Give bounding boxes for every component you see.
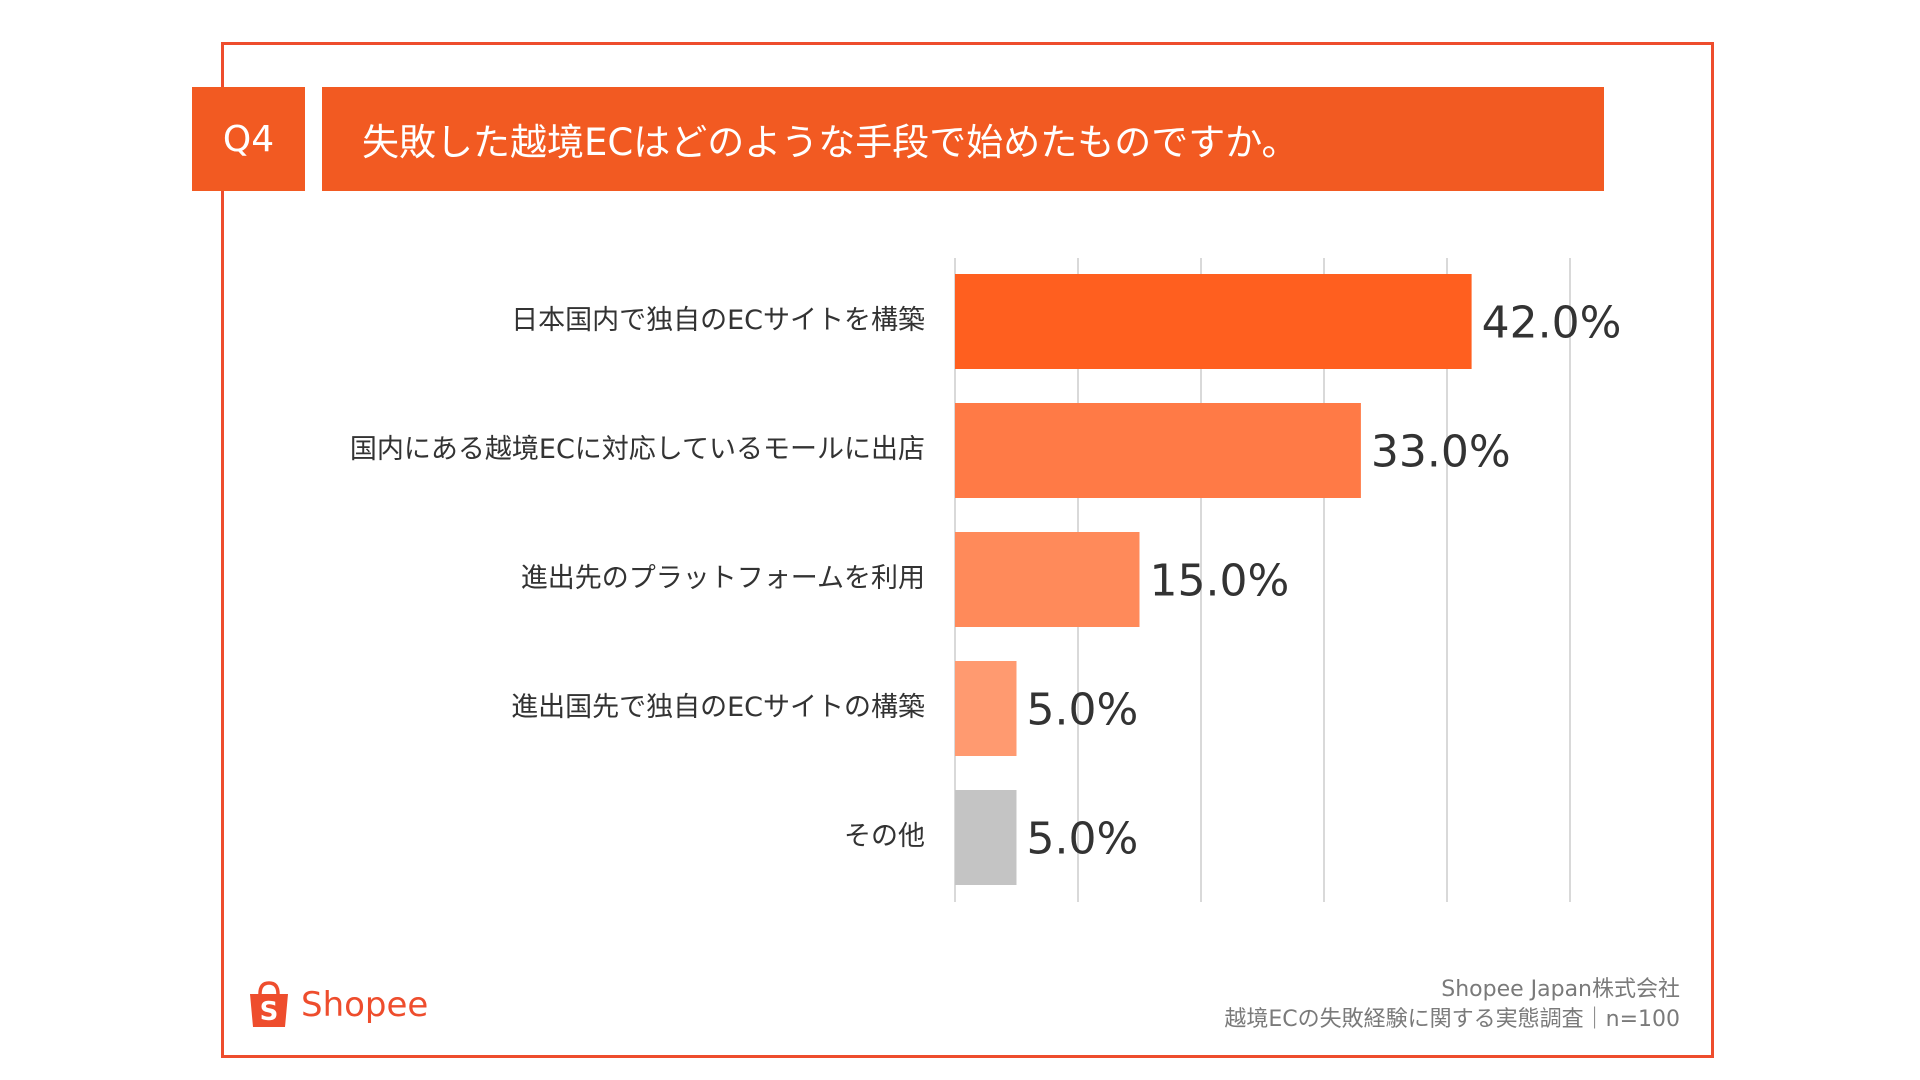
bar-1: [955, 403, 1361, 498]
question-title-bar: 失敗した越境ECはどのような手段で始めたものですか。: [322, 87, 1604, 191]
shopee-logo: S Shopee: [247, 980, 428, 1030]
question-number-badge: Q4: [192, 87, 305, 191]
bar-3: [955, 661, 1017, 756]
question-title: 失敗した越境ECはどのような手段で始めたものですか。: [362, 121, 1299, 164]
source-note: Shopee Japan株式会社 越境ECの失敗経験に関する実態調査｜n=100: [1224, 975, 1680, 1035]
value-label-3: 5.0%: [1027, 685, 1139, 736]
bar-2: [955, 532, 1140, 627]
category-label-4: その他: [844, 821, 925, 852]
bar-4: [955, 790, 1017, 885]
value-label-0: 42.0%: [1482, 298, 1622, 349]
bar-0: [955, 274, 1472, 369]
category-label-0: 日本国内で独自のECサイトを構築: [511, 305, 925, 336]
logo-text: Shopee: [301, 985, 429, 1025]
value-label-4: 5.0%: [1027, 814, 1139, 865]
category-label-1: 国内にある越境ECに対応しているモールに出店: [350, 434, 925, 465]
category-label-2: 進出先のプラットフォームを利用: [521, 563, 925, 594]
category-label-3: 進出国先で独自のECサイトの構築: [511, 692, 925, 723]
question-number: Q4: [222, 118, 275, 160]
source-survey: 越境ECの失敗経験に関する実態調査｜n=100: [1224, 1007, 1680, 1032]
value-label-1: 33.0%: [1371, 427, 1511, 478]
svg-text:S: S: [260, 997, 279, 1027]
value-label-2: 15.0%: [1150, 556, 1290, 607]
slide-frame: [221, 42, 1714, 1058]
source-company: Shopee Japan株式会社: [1441, 977, 1680, 1002]
shopping-bag-icon: S: [250, 981, 288, 1027]
